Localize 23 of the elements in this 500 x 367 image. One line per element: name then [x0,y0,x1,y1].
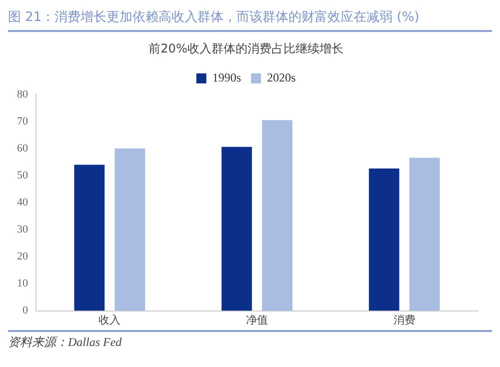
y-tick-label: 30 [17,224,28,236]
y-tick-label: 80 [17,88,28,100]
text: 资料来源：Dallas Fed [8,332,492,351]
y-tick-label: 70 [17,115,28,128]
bar [114,148,146,311]
y-tick-label: 60 [17,142,28,154]
bar [368,168,400,311]
chart-subtitle: 前20%收入群体的消费占比继续增长 [148,41,344,56]
bar [222,146,252,311]
x-tick-label: 消费 [393,313,416,326]
y-tick-label: 0 [22,304,28,317]
legend-label: 2020s [267,70,296,85]
y-tick-label: 20 [17,250,28,263]
bar [262,120,292,311]
x-tick-label: 净值 [246,314,268,326]
chart-title: 图 21：消费增长更加依赖高收入群体，而该群体的财富效应在减弱 (%) [8,8,492,32]
x-tick-label: 收入 [98,313,121,326]
bar [74,164,105,311]
y-tick-label: 10 [17,278,28,290]
y-tick-label: 40 [17,196,28,208]
bar [409,158,440,311]
legend-label: 1990s [212,70,242,85]
y-tick-label: 50 [17,169,28,182]
